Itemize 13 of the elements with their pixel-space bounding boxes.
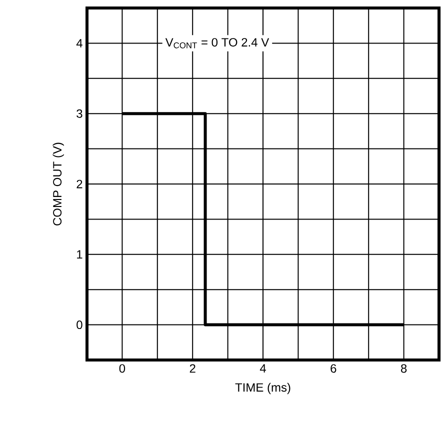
x-axis-title: TIME (ms)	[235, 382, 290, 394]
y-axis-title: COMP OUT (V)	[52, 142, 64, 226]
x-tick-label: 6	[330, 364, 336, 373]
y-tick-label: 2	[76, 180, 82, 188]
y-tick-label: 0	[76, 320, 82, 330]
y-tick-label: 1	[77, 250, 82, 259]
y-tick-label: 3	[76, 109, 82, 118]
x-tick-label: 4	[260, 364, 266, 372]
y-tick-label: 4	[76, 39, 82, 48]
x-tick-label: 0	[119, 364, 126, 373]
x-tick-label: 2	[190, 364, 196, 373]
annotation: V$_{CONT}$ = 0 TO 2.4 V	[165, 38, 270, 48]
x-tick-label: 8	[400, 364, 407, 373]
